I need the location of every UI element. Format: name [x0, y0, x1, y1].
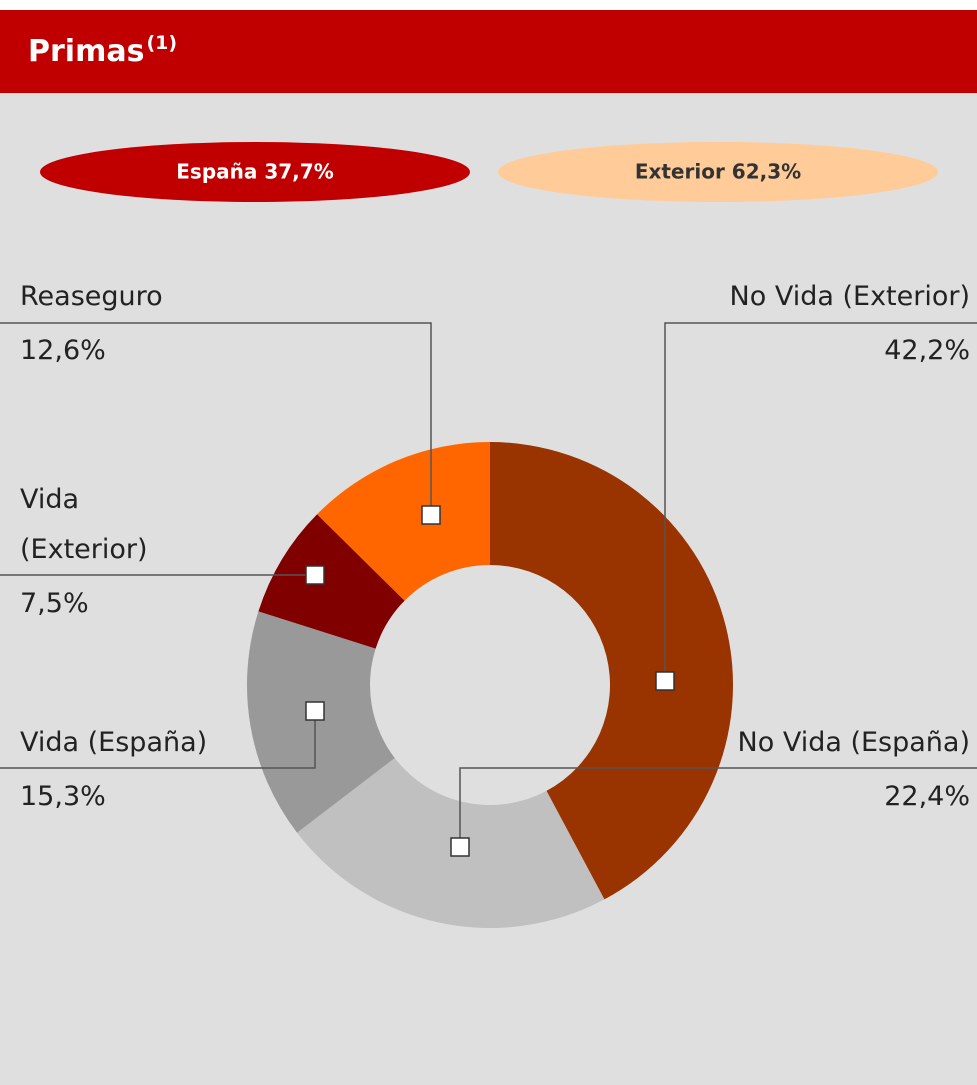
slice-name: No Vida (Exterior) — [729, 281, 970, 312]
donut-slice — [490, 442, 733, 900]
slice-name: Reaseguro — [20, 281, 163, 312]
slice-value: 7,5% — [20, 588, 89, 619]
title-note: (1) — [146, 32, 178, 54]
donut-slice — [258, 514, 405, 649]
title-text: Primas — [28, 34, 145, 69]
donut-slice — [317, 442, 490, 601]
slice-value: 15,3% — [20, 781, 106, 812]
donut-slice — [247, 611, 395, 833]
region-label: España 37,7% — [176, 160, 333, 184]
slice-value: 22,4% — [884, 781, 970, 812]
slice-marker — [450, 837, 470, 857]
leader-line — [459, 767, 977, 847]
slice-value: 12,6% — [20, 335, 106, 366]
region-pill — [40, 142, 470, 202]
slice-name: Vida (Exterior) — [20, 484, 148, 565]
region-label: Exterior 62,3% — [635, 160, 801, 184]
slice-name: Vida (España) — [20, 727, 208, 758]
chart-title: Primas (1) — [28, 32, 177, 69]
leader-line — [0, 322, 432, 515]
header: Primas (1) — [0, 10, 977, 93]
slice-marker — [305, 701, 325, 721]
region-pill — [498, 142, 938, 202]
leader-line — [0, 711, 316, 769]
slice-marker — [655, 671, 675, 691]
slice-marker — [305, 565, 325, 585]
slice-marker — [421, 505, 441, 525]
slice-name: No Vida (España) — [737, 727, 970, 758]
leader-line — [664, 322, 977, 681]
slice-value: 42,2% — [884, 335, 970, 366]
